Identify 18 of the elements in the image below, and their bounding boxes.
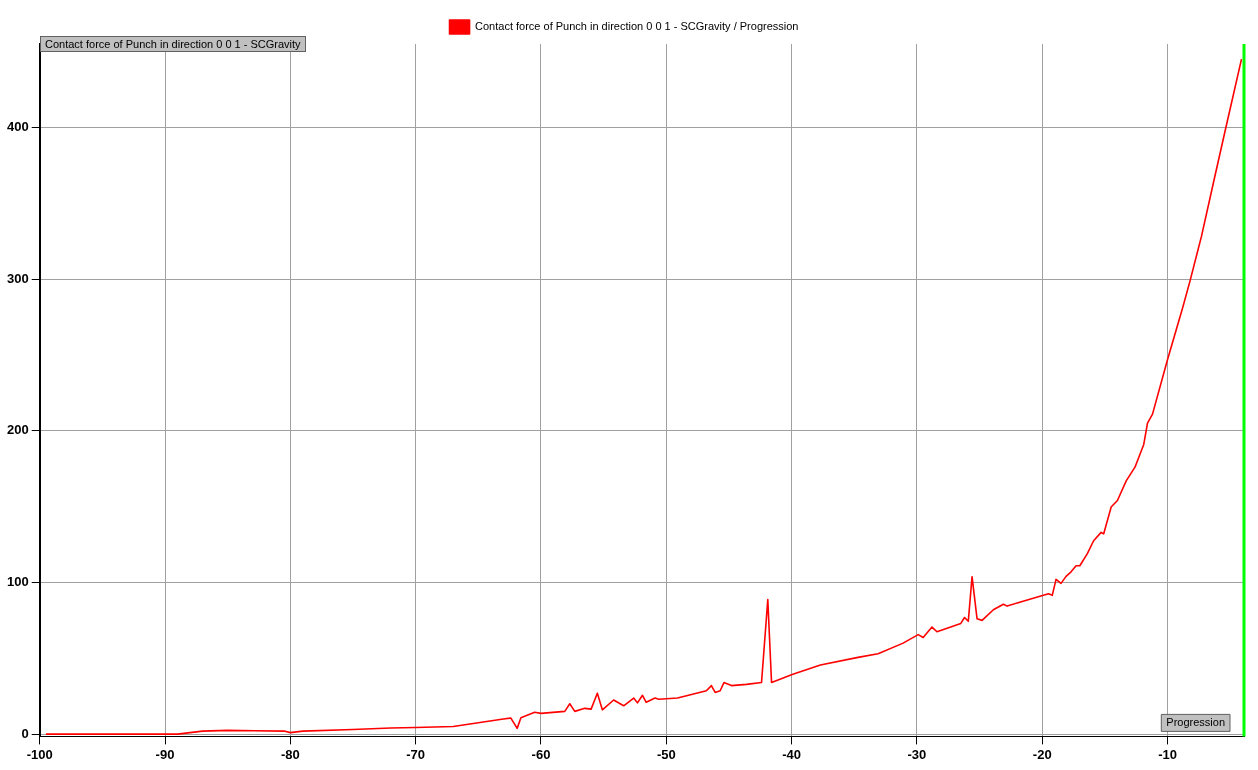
x-tick-label: -80 bbox=[280, 746, 300, 762]
y-tick-label: 300 bbox=[6, 270, 29, 286]
x-tick-label: -20 bbox=[1032, 746, 1052, 762]
y-tick-label: 100 bbox=[6, 574, 29, 590]
y-tick-label: 0 bbox=[21, 725, 29, 741]
y-tick-label: 200 bbox=[6, 422, 29, 438]
x-tick-label: -70 bbox=[406, 746, 426, 762]
ref-line-label: Progression bbox=[1166, 716, 1226, 729]
x-tick-label: -50 bbox=[656, 746, 676, 762]
x-tick-label: -30 bbox=[907, 746, 927, 762]
legend-label: Contact force of Punch in direction 0 0 1 - SCGravity / Progression bbox=[475, 20, 799, 33]
x-tick-label: -60 bbox=[531, 746, 551, 762]
y-tick-label: 400 bbox=[6, 119, 29, 134]
x-tick-label: -40 bbox=[782, 746, 801, 762]
annotation: Contact force of Punch in direction 0 0 1 - SCGravity bbox=[40, 36, 306, 52]
x-tick-label: -100 bbox=[26, 746, 53, 762]
x-tick-label: -10 bbox=[1158, 746, 1177, 762]
x-tick-label: -90 bbox=[155, 746, 175, 762]
